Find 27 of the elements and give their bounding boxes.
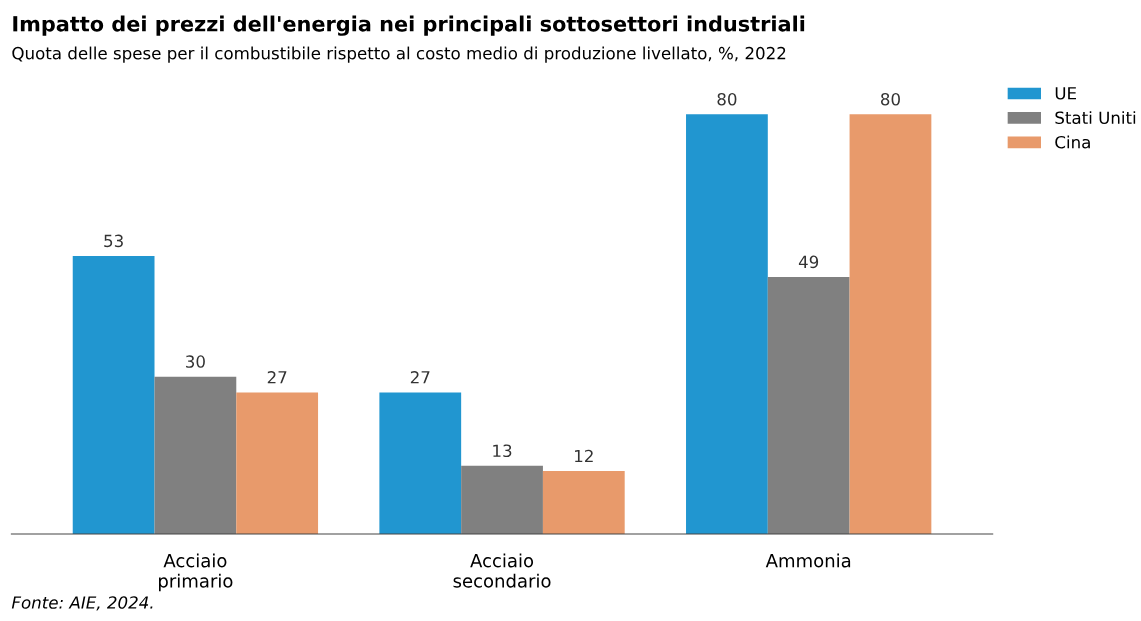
data-label: 53 — [104, 234, 123, 248]
bar — [154, 376, 237, 535]
bar — [236, 392, 319, 535]
chart-title: Impatto dei prezzi dell'energia nei principali sottosettori industriali — [13, 15, 805, 36]
x-tick-label: Acciaio primario — [159, 553, 233, 592]
legend-label: Stati Uniti — [1055, 111, 1136, 125]
chart-subtitle: Quota delle spese per il combustibile rispetto al costo medio di produzione livellato, %, 2022 — [12, 46, 786, 63]
data-label: 80 — [717, 92, 737, 106]
bar — [767, 276, 850, 535]
x-tick-label: Ammonia — [765, 553, 851, 568]
data-label: 49 — [798, 255, 819, 269]
bar — [542, 471, 625, 535]
data-label: 13 — [493, 444, 512, 458]
data-label: 27 — [410, 371, 430, 384]
legend-label: UE — [1055, 87, 1076, 100]
data-label: 27 — [267, 371, 287, 384]
bar — [379, 392, 462, 535]
data-label: 30 — [186, 355, 205, 368]
x-tick-label: Acciaio secondario — [453, 553, 551, 588]
bar — [461, 465, 543, 535]
legend-label: Cina — [1055, 135, 1090, 149]
data-label: 80 — [880, 92, 900, 106]
bar — [849, 114, 932, 535]
bar — [686, 114, 768, 535]
data-label: 12 — [575, 449, 593, 463]
bar — [72, 255, 155, 535]
source-note: Fonte: AIE, 2024. — [11, 596, 153, 611]
